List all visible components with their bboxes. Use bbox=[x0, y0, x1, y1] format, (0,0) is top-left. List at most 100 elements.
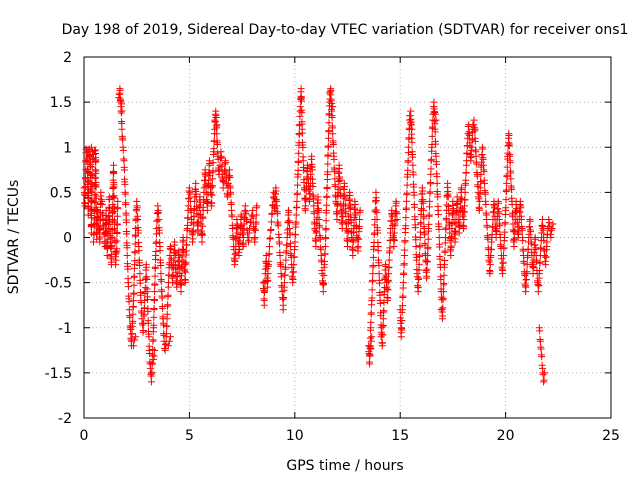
data-point bbox=[382, 262, 390, 270]
data-point bbox=[539, 226, 547, 234]
data-point bbox=[118, 125, 126, 133]
data-point bbox=[277, 273, 285, 281]
data-point bbox=[324, 160, 332, 168]
data-point bbox=[414, 284, 422, 292]
data-point bbox=[210, 145, 218, 153]
data-point bbox=[417, 219, 425, 227]
data-point bbox=[533, 258, 541, 266]
data-point bbox=[406, 112, 414, 120]
data-point bbox=[408, 125, 416, 133]
data-point bbox=[184, 221, 192, 229]
data-point bbox=[207, 190, 215, 198]
data-point bbox=[463, 149, 471, 157]
data-point bbox=[323, 192, 331, 200]
data-point bbox=[522, 283, 530, 291]
data-point bbox=[164, 291, 172, 299]
data-point bbox=[379, 321, 387, 329]
data-point bbox=[442, 224, 450, 232]
data-point bbox=[376, 279, 384, 287]
data-point bbox=[199, 222, 207, 230]
data-point bbox=[114, 204, 122, 212]
data-point bbox=[118, 119, 126, 127]
data-point bbox=[155, 229, 163, 237]
data-point bbox=[510, 235, 518, 243]
data-point bbox=[323, 183, 331, 191]
data-point bbox=[117, 109, 125, 117]
data-point bbox=[272, 187, 280, 195]
data-point bbox=[306, 197, 314, 205]
data-point bbox=[294, 181, 302, 189]
data-point bbox=[385, 270, 393, 278]
data-point bbox=[226, 173, 234, 181]
data-point bbox=[110, 161, 118, 169]
data-point bbox=[425, 211, 433, 219]
data-point bbox=[538, 353, 546, 361]
data-point bbox=[209, 159, 217, 167]
data-point bbox=[252, 218, 260, 226]
data-point bbox=[356, 215, 364, 223]
data-point bbox=[274, 222, 282, 230]
data-point bbox=[435, 225, 443, 233]
data-point bbox=[267, 218, 275, 226]
data-point bbox=[384, 294, 392, 302]
data-point bbox=[536, 337, 544, 345]
data-point bbox=[104, 243, 112, 251]
data-point bbox=[144, 319, 152, 327]
data-point bbox=[439, 312, 447, 320]
x-tick-label: 5 bbox=[185, 428, 194, 444]
data-point bbox=[402, 222, 410, 230]
data-point bbox=[166, 333, 174, 341]
data-point bbox=[500, 244, 508, 252]
data-point bbox=[321, 257, 329, 265]
data-point bbox=[369, 253, 377, 261]
data-point bbox=[516, 208, 524, 216]
data-point bbox=[409, 153, 417, 161]
data-point bbox=[110, 170, 118, 178]
data-point bbox=[355, 223, 363, 231]
y-tick-label: -0.5 bbox=[45, 276, 72, 292]
data-point bbox=[383, 285, 391, 293]
data-point bbox=[366, 334, 374, 342]
data-point bbox=[482, 201, 490, 209]
data-point bbox=[460, 223, 468, 231]
data-point bbox=[455, 229, 463, 237]
data-point bbox=[182, 259, 190, 267]
data-point bbox=[494, 205, 502, 213]
data-point bbox=[91, 166, 99, 174]
data-point bbox=[219, 177, 227, 185]
data-point bbox=[405, 143, 413, 151]
data-point bbox=[473, 160, 481, 168]
data-point bbox=[183, 234, 191, 241]
data-point bbox=[232, 250, 240, 258]
data-point bbox=[440, 280, 448, 288]
data-point bbox=[98, 201, 106, 209]
data-point bbox=[322, 225, 330, 233]
data-point bbox=[143, 275, 151, 283]
data-point bbox=[385, 263, 393, 271]
data-point bbox=[117, 100, 125, 108]
data-point bbox=[157, 261, 165, 269]
data-point bbox=[384, 286, 392, 294]
data-point bbox=[177, 280, 185, 288]
data-point bbox=[460, 208, 468, 216]
data-point bbox=[186, 190, 194, 198]
data-point bbox=[431, 109, 439, 117]
data-point bbox=[235, 252, 243, 260]
data-point bbox=[483, 215, 491, 223]
data-point bbox=[124, 265, 132, 273]
data-point bbox=[309, 183, 317, 191]
axis-ticks: 0 5 10 15 20 25 -2 -1.5 -1 -0.5 0 0.5 1 1.5 2 bbox=[45, 50, 620, 444]
data-point bbox=[424, 252, 432, 260]
data-point bbox=[517, 215, 525, 223]
x-tick-label: 20 bbox=[497, 428, 515, 444]
data-point bbox=[415, 274, 423, 282]
data-point bbox=[245, 236, 253, 244]
data-point bbox=[440, 271, 448, 279]
data-point bbox=[536, 327, 544, 335]
data-point bbox=[315, 215, 323, 223]
data-point bbox=[150, 296, 158, 304]
data-point bbox=[136, 270, 144, 278]
data-point bbox=[329, 130, 337, 138]
data-point bbox=[369, 276, 377, 284]
data-point bbox=[264, 277, 272, 285]
